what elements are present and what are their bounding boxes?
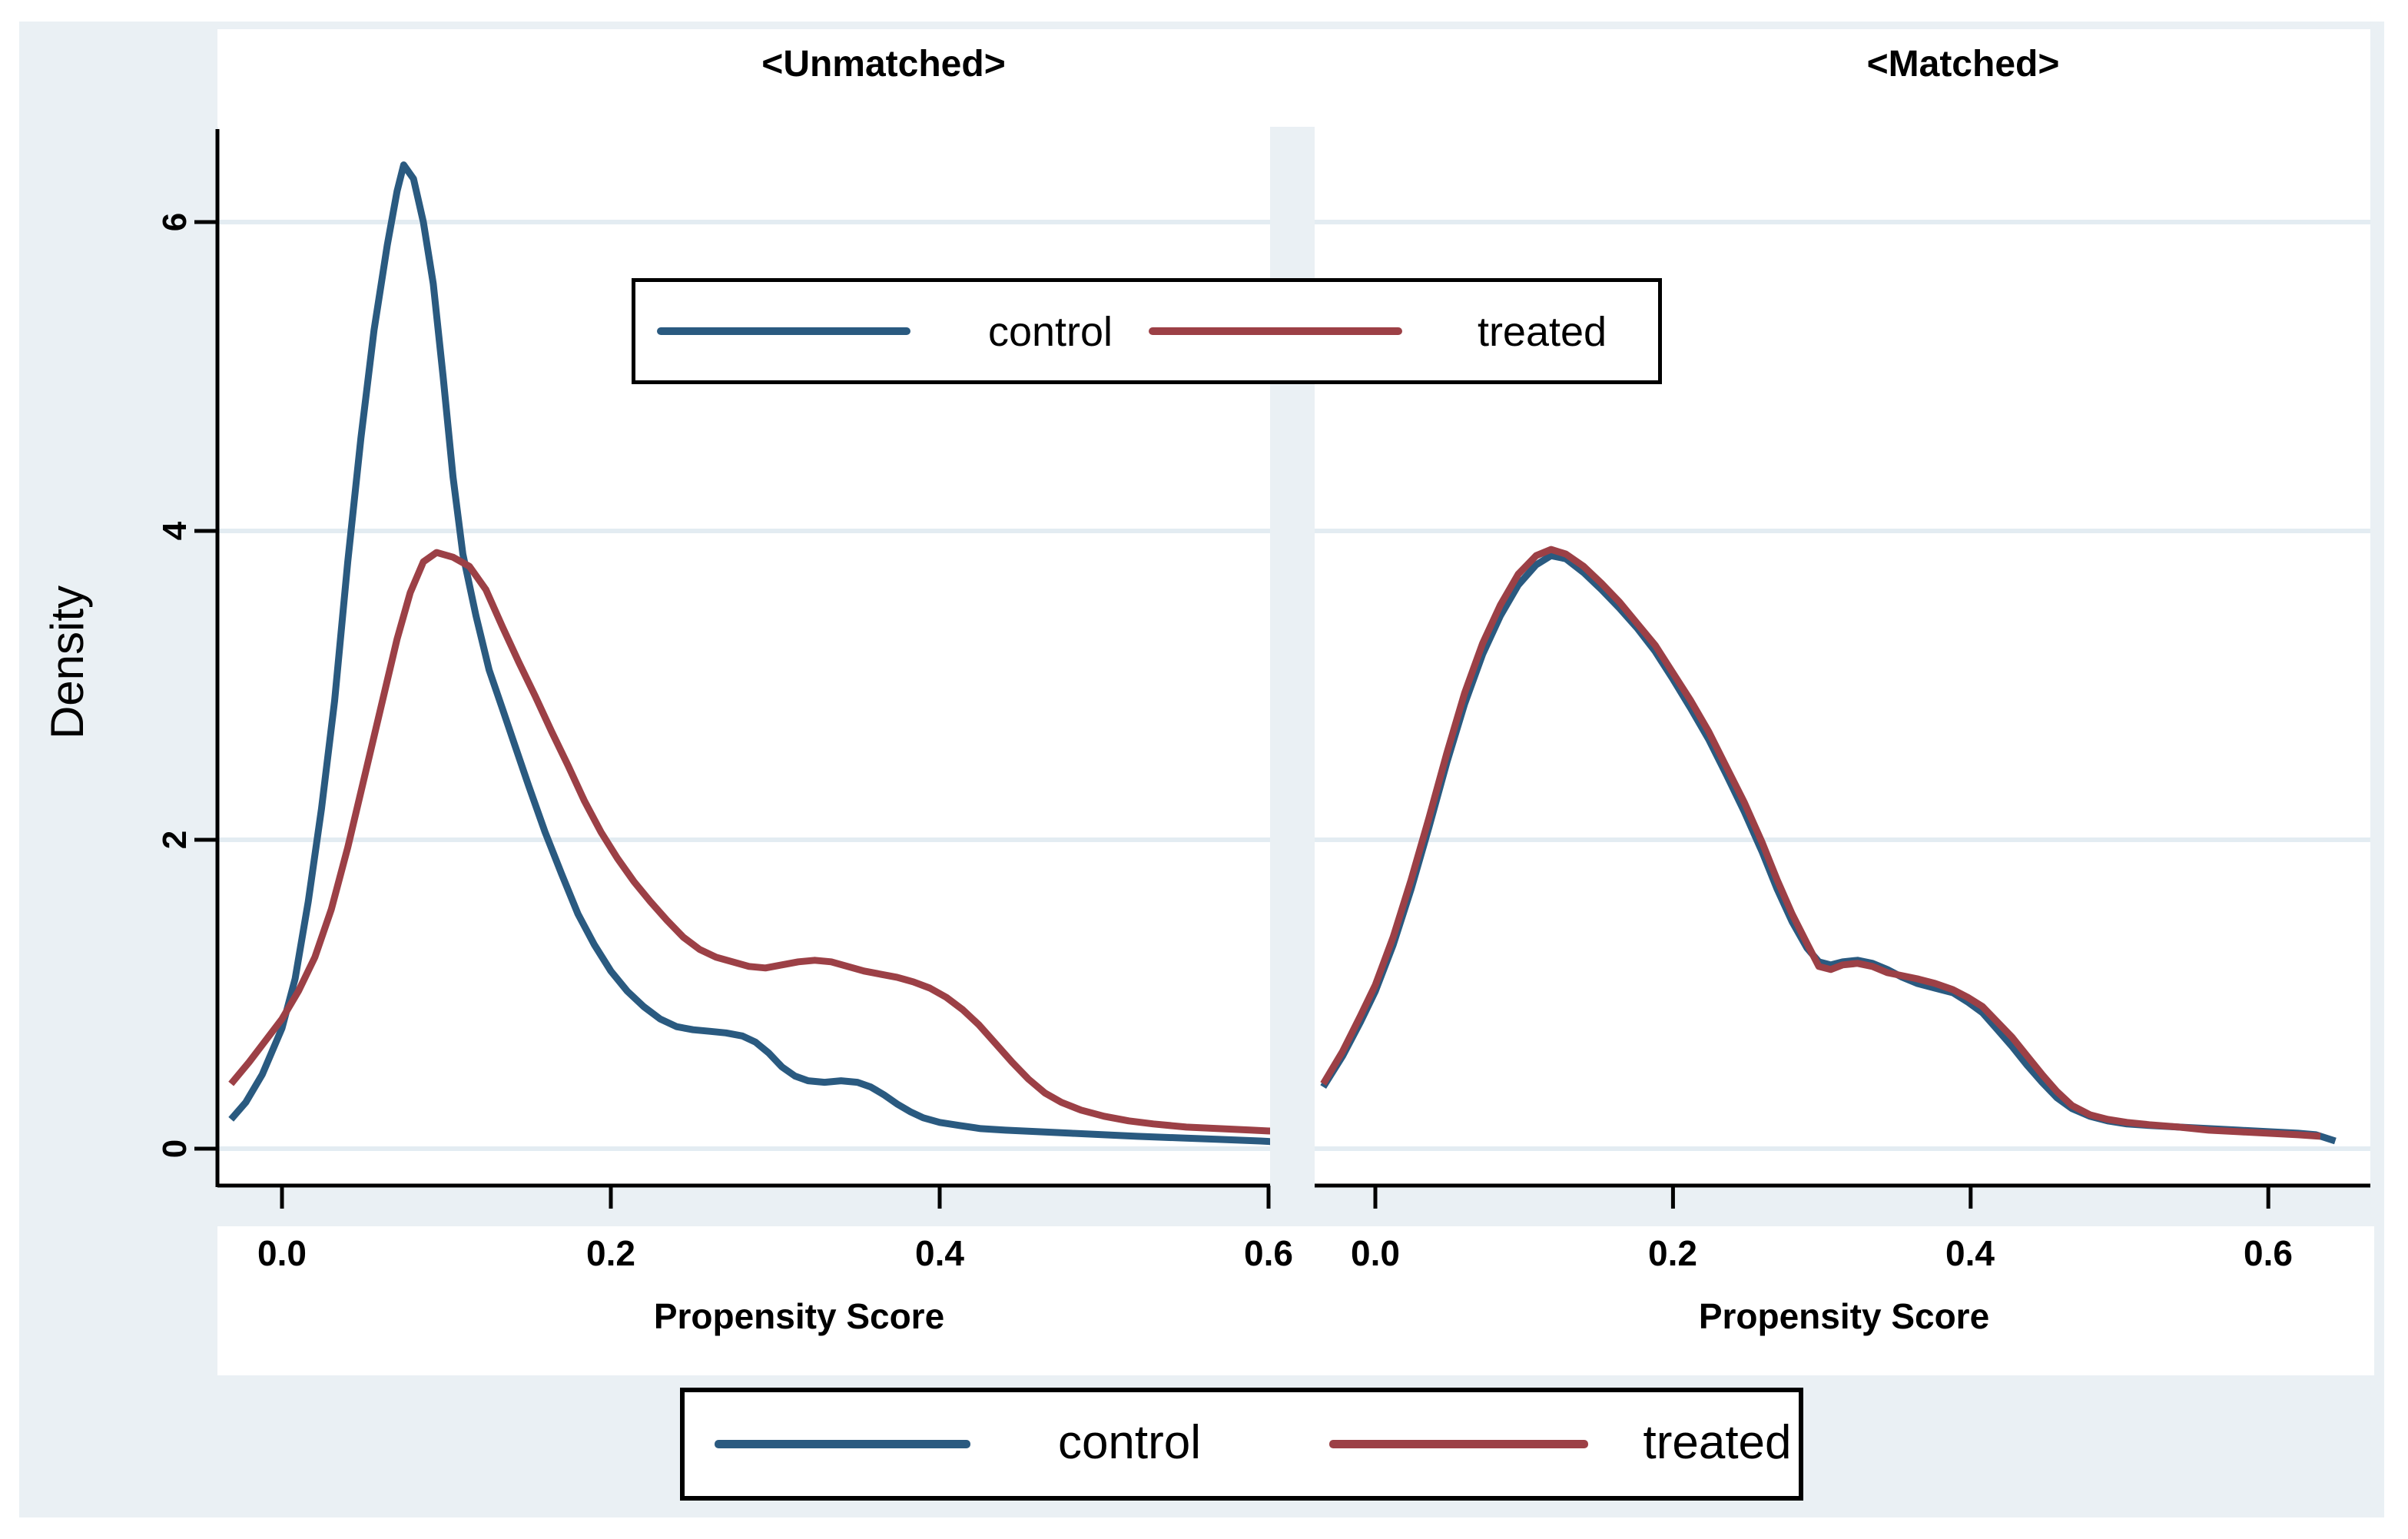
legend-inner-control-label: control xyxy=(987,309,1113,355)
x-axis-title-matched: Propensity Score xyxy=(1698,1296,1990,1336)
legend-bottom-box: control treated xyxy=(680,1388,1803,1501)
x-tick-label-left-0.0: 0.0 xyxy=(257,1233,307,1273)
legend-bottom-control-line-sample xyxy=(715,1440,970,1448)
legend-bottom-treated-line-sample xyxy=(1329,1440,1588,1448)
legend-inner-treated-label: treated xyxy=(1477,309,1607,355)
control-density-curve-panel0 xyxy=(228,161,1270,1146)
x-axis-title-unmatched: Propensity Score xyxy=(653,1296,945,1336)
x-tick-label-right-0.6: 0.6 xyxy=(2244,1233,2293,1273)
x-tick-label-left-0.2: 0.2 xyxy=(586,1233,635,1273)
x-tick-label-left-0.6: 0.6 xyxy=(1244,1233,1293,1273)
control-density-curve-panel1 xyxy=(1320,552,2337,1145)
legend-inner-treated-line-sample xyxy=(1149,327,1402,335)
panel-title-unmatched: <Unmatched> xyxy=(761,44,1006,85)
treated-density-curve-panel0 xyxy=(228,549,1270,1135)
legend-inner-control-line-sample xyxy=(657,327,910,335)
treated-density-curve-panel1 xyxy=(1320,546,2321,1140)
x-tick-label-right-0.0: 0.0 xyxy=(1351,1233,1400,1273)
x-label-band xyxy=(217,1226,2374,1375)
x-tick-label-left-0.4: 0.4 xyxy=(915,1233,964,1273)
legend-bottom-treated-label: treated xyxy=(1643,1416,1792,1469)
panel-title-matched: <Matched> xyxy=(1866,44,2060,85)
x-tick-label-right-0.4: 0.4 xyxy=(1945,1233,1995,1273)
title-band xyxy=(217,29,2370,127)
x-tick-label-right-0.2: 0.2 xyxy=(1648,1233,1697,1273)
legend-bottom-control-label: control xyxy=(1057,1416,1202,1469)
legend-inner-box: control treated xyxy=(632,278,1662,384)
